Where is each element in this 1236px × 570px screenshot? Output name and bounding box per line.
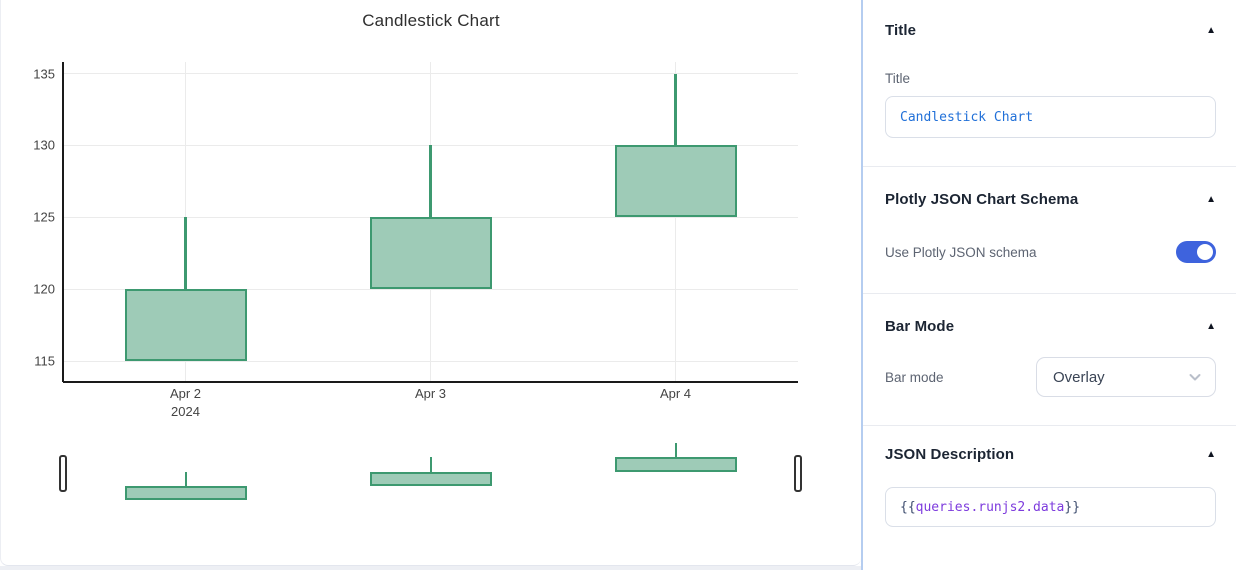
rangeslider-candle-wick bbox=[429, 457, 432, 472]
chevron-down-icon bbox=[1189, 374, 1201, 381]
inspector-panel: Title ▲ Title Candlestick Chart Plotly J… bbox=[861, 0, 1236, 570]
x-tick-year-label: 2024 bbox=[171, 404, 200, 419]
x-tick-label: Apr 2 bbox=[169, 386, 202, 401]
section-title: Title ▲ Title Candlestick Chart bbox=[863, 0, 1236, 167]
bar-mode-select[interactable]: Overlay bbox=[1036, 357, 1216, 397]
rangeslider-left-handle[interactable] bbox=[59, 455, 67, 492]
plot-area[interactable]: 115 120 125 130 135 Apr 2 Apr 3 Apr 4 2024 bbox=[1, 0, 861, 566]
json-description-section-heading: JSON Description bbox=[885, 446, 1015, 463]
y-tick-label: 135 bbox=[33, 66, 55, 81]
x-tick-label: Apr 4 bbox=[659, 386, 692, 401]
candle-body[interactable] bbox=[124, 289, 247, 362]
y-tick-label: 130 bbox=[33, 137, 55, 153]
toggle-knob bbox=[1197, 244, 1213, 260]
section-title-heading: Title bbox=[885, 22, 917, 39]
y-tick-label: 125 bbox=[33, 209, 55, 225]
candle-wick[interactable] bbox=[429, 145, 432, 218]
y-tick-label: 115 bbox=[34, 353, 55, 369]
y-axis-line bbox=[62, 62, 64, 382]
use-plotly-json-schema-label: Use Plotly JSON schema bbox=[885, 244, 1037, 260]
section-plotly-json-schema: Plotly JSON Chart Schema ▲ Use Plotly JS… bbox=[863, 167, 1236, 294]
candle-wick[interactable] bbox=[184, 217, 187, 290]
rangeslider-candle-body bbox=[614, 457, 737, 472]
rangeslider-candle-body bbox=[124, 485, 247, 500]
json-token-close-brace: }} bbox=[1064, 499, 1081, 515]
rangeslider-candle-body bbox=[369, 471, 492, 486]
collapse-icon[interactable]: ▲ bbox=[1206, 448, 1216, 460]
chart-title: Candlestick Chart bbox=[362, 11, 500, 30]
title-input-value: Candlestick Chart bbox=[900, 109, 1034, 125]
collapse-icon[interactable]: ▲ bbox=[1206, 320, 1216, 332]
rangeslider-candle-wick bbox=[184, 471, 187, 486]
candle-wick[interactable] bbox=[674, 73, 677, 146]
candle-body[interactable] bbox=[369, 217, 492, 290]
y-tick-label: 120 bbox=[33, 281, 55, 297]
section-bar-mode: Bar Mode ▲ Bar mode Overlay bbox=[863, 294, 1236, 426]
bar-mode-select-value: Overlay bbox=[1053, 368, 1105, 386]
bar-mode-section-heading: Bar Mode bbox=[885, 318, 955, 335]
title-input[interactable]: Candlestick Chart bbox=[885, 96, 1216, 138]
title-field-label: Title bbox=[885, 71, 911, 86]
canvas-background-strip bbox=[0, 566, 861, 570]
rangeslider-candle-wick bbox=[674, 443, 677, 458]
rangeslider-right-handle[interactable] bbox=[794, 455, 802, 492]
bar-mode-field-label: Bar mode bbox=[885, 369, 944, 385]
json-token-open-brace: {{ bbox=[900, 499, 916, 515]
section-json-description: JSON Description ▲ {{queries.runjs2.data… bbox=[863, 426, 1236, 545]
candlestick-chart-card: Candlestick Chart 115 120 125 130 135 Apr 2 Ap… bbox=[0, 0, 861, 566]
collapse-icon[interactable]: ▲ bbox=[1206, 24, 1216, 36]
schema-section-heading: Plotly JSON Chart Schema bbox=[885, 191, 1079, 208]
x-axis-line bbox=[63, 381, 798, 383]
x-gridline bbox=[675, 62, 676, 382]
json-token-path: queries.runjs2.data bbox=[915, 499, 1065, 515]
candle-body[interactable] bbox=[614, 145, 737, 218]
x-tick-label: Apr 3 bbox=[414, 386, 447, 401]
collapse-icon[interactable]: ▲ bbox=[1206, 193, 1216, 205]
json-description-input[interactable]: {{queries.runjs2.data}} bbox=[885, 487, 1216, 527]
use-plotly-json-schema-toggle[interactable] bbox=[1176, 241, 1216, 263]
